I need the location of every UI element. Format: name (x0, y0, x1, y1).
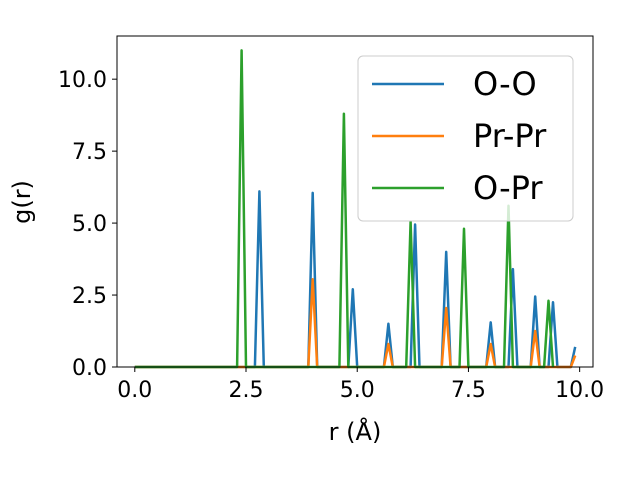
legend-label-o-pr: O-Pr (473, 169, 543, 207)
plot-frame (116, 35, 594, 368)
y-axis-label: g(r) (8, 180, 36, 224)
y-tick-label: 5.0 (72, 212, 107, 237)
legend-label-o-o: O-O (473, 65, 537, 103)
x-tick-label: 10.0 (555, 378, 604, 403)
y-tick-label: 10.0 (58, 68, 107, 93)
x-axis-label: r (Å) (329, 417, 382, 446)
x-tick-label: 0.0 (117, 378, 152, 403)
series-line-pr-pr (134, 277, 577, 369)
x-axis-ticks: 0.0 2.5 5.0 7.5 10.0 (117, 367, 604, 403)
x-tick-label: 7.5 (451, 378, 486, 403)
y-tick-label: 0.0 (72, 356, 107, 381)
legend-box (357, 55, 574, 222)
legend-label-pr-pr: Pr-Pr (473, 117, 547, 155)
y-axis-ticks: 0.0 2.5 5.0 7.5 10.0 (58, 68, 117, 381)
x-tick-label: 2.5 (229, 378, 264, 403)
y-tick-label: 7.5 (72, 140, 107, 165)
y-tick-label: 2.5 (72, 284, 107, 309)
x-tick-label: 5.0 (340, 378, 375, 403)
legend: O-O Pr-Pr O-Pr (357, 55, 574, 222)
